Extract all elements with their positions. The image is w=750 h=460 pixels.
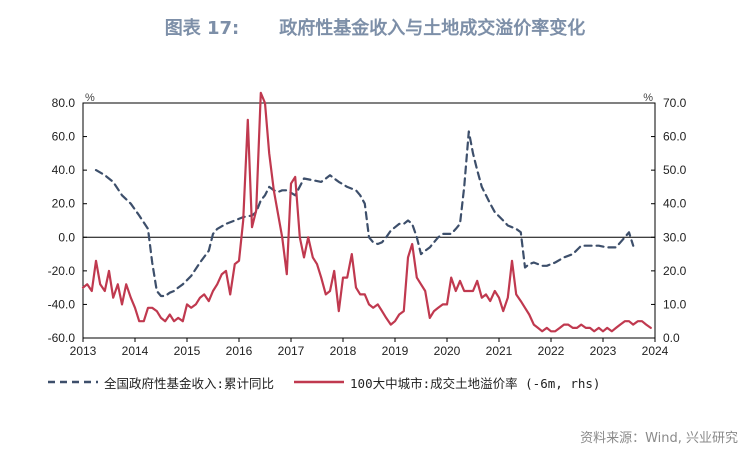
right-axis-tick-label: 10.0 bbox=[663, 297, 687, 311]
left-axis-tick-label: -60.0 bbox=[48, 331, 76, 345]
legend: 全国政府性基金收入:累计同比 100大中城市:成交土地溢价率 (-6m, rhs… bbox=[48, 372, 728, 392]
x-axis-tick-label: 2023 bbox=[590, 344, 617, 358]
left-axis-tick-label: 60.0 bbox=[52, 130, 76, 144]
x-axis-tick-label: 2016 bbox=[226, 344, 253, 358]
x-axis-tick-label: 2018 bbox=[330, 344, 357, 358]
x-axis-tick-label: 2015 bbox=[174, 344, 201, 358]
x-axis-tick-label: 2021 bbox=[486, 344, 513, 358]
series-line-land-premium bbox=[81, 91, 652, 333]
left-axis-tick-label: 80.0 bbox=[52, 96, 76, 110]
series-line-fund-revenue bbox=[94, 130, 635, 298]
legend-item-revenue: 全国政府性基金收入:累计同比 bbox=[48, 373, 274, 392]
x-axis-tick-label: 2014 bbox=[122, 344, 149, 358]
legend-label-premium: 100大中城市:成交土地溢价率 (-6m, rhs) bbox=[350, 375, 601, 391]
right-axis-tick-label: 0.0 bbox=[663, 331, 680, 345]
right-axis-tick-label: 60.0 bbox=[663, 130, 687, 144]
figure-title-row: 图表 17: 政府性基金收入与土地成交溢价率变化 bbox=[0, 12, 750, 42]
left-axis-tick-label: 40.0 bbox=[52, 163, 76, 177]
x-axis-tick-label: 2020 bbox=[434, 344, 461, 358]
right-axis-unit: % bbox=[643, 92, 653, 104]
left-axis-tick-label: -40.0 bbox=[48, 297, 76, 311]
x-axis-tick-label: 2019 bbox=[382, 344, 409, 358]
left-axis-unit: % bbox=[85, 92, 95, 104]
legend-item-premium: 100大中城市:成交土地溢价率 (-6m, rhs) bbox=[294, 373, 600, 392]
left-axis-tick-label: 20.0 bbox=[52, 197, 76, 211]
source-note: 资料来源：Wind, 兴业研究 bbox=[580, 431, 738, 446]
x-axis-tick-label: 2022 bbox=[538, 344, 565, 358]
x-axis-tick-label: 2013 bbox=[70, 344, 97, 358]
dashed-line-swatch bbox=[48, 380, 98, 384]
plot-frame bbox=[82, 102, 656, 339]
right-axis-tick-label: 20.0 bbox=[663, 264, 687, 278]
right-axis-tick-label: 30.0 bbox=[663, 230, 687, 244]
left-axis-tick-label: -20.0 bbox=[48, 264, 76, 278]
right-axis-tick-label: 50.0 bbox=[663, 163, 687, 177]
x-axis-tick-label: 2017 bbox=[278, 344, 305, 358]
figure-title: 政府性基金收入与土地成交溢价率变化 bbox=[279, 18, 586, 39]
left-axis-tick-label: 0.0 bbox=[58, 230, 75, 244]
x-axis-tick-label: 2024 bbox=[642, 344, 669, 358]
legend-label-revenue: 全国政府性基金收入:累计同比 bbox=[104, 375, 275, 391]
right-axis-tick-label: 40.0 bbox=[663, 197, 687, 211]
solid-line-swatch bbox=[294, 380, 345, 384]
figure-number: 图表 17: bbox=[164, 18, 240, 39]
right-axis-tick-label: 70.0 bbox=[663, 96, 687, 110]
